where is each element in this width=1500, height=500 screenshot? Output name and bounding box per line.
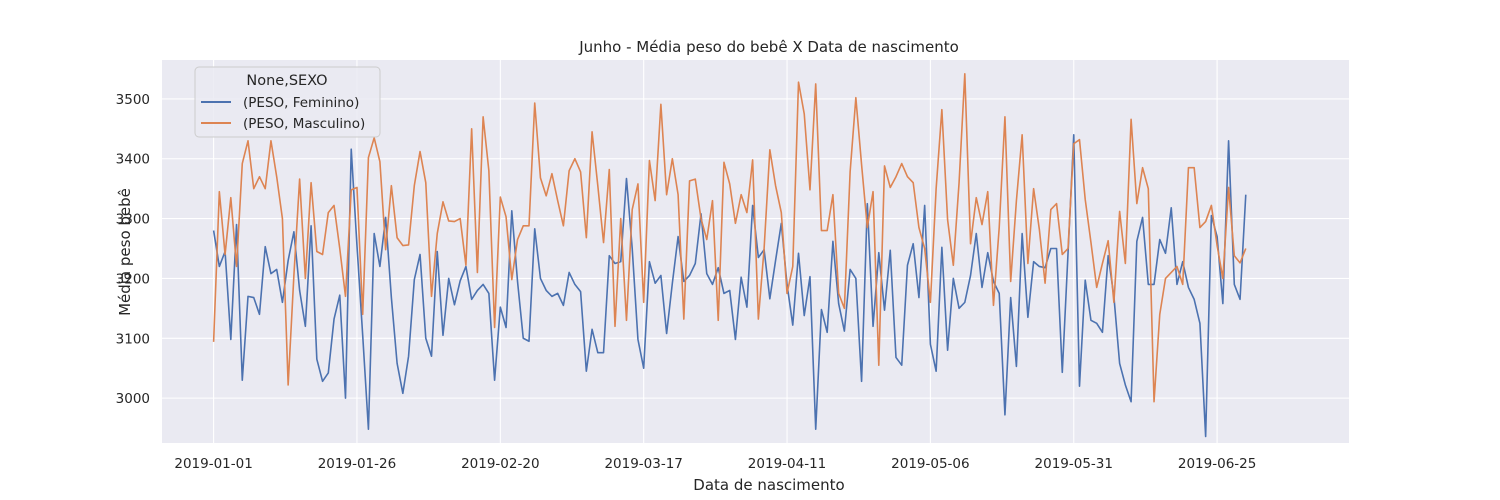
y-tick-label: 3400 (116, 152, 150, 168)
y-axis-ticks: 3000 3100 3200 3300 3400 3500 (116, 92, 150, 407)
x-axis-title: Data de nascimento (693, 476, 844, 494)
x-tick-label: 2019-05-31 (1035, 456, 1113, 472)
y-axis-title: Média peso bebê (116, 188, 134, 316)
x-axis-ticks: 2019-01-01 2019-01-26 2019-02-20 2019-03-17… (174, 456, 1256, 472)
legend: None,SEXO (PESO, Feminino) (PESO, Mascul… (194, 66, 381, 138)
series-layer (212, 72, 1247, 438)
y-tick-label: 3000 (116, 391, 150, 407)
x-tick-label: 2019-03-17 (604, 456, 682, 472)
y-tick-label: 3100 (116, 331, 150, 347)
x-tick-label: 2019-01-26 (318, 456, 396, 472)
legend-box (194, 66, 381, 138)
legend-label-feminino: (PESO, Feminino) (243, 95, 359, 111)
legend-label-masculino: (PESO, Masculino) (243, 116, 365, 132)
x-tick-label: 2019-06-25 (1178, 456, 1256, 472)
y-tick-label: 3300 (116, 212, 150, 228)
x-tick-label: 2019-05-06 (891, 456, 969, 472)
y-tick-label: 3200 (116, 271, 150, 287)
series-line-feminino (212, 134, 1247, 438)
y-tick-label: 3500 (116, 92, 150, 108)
legend-title: None,SEXO (246, 73, 327, 89)
x-tick-label: 2019-04-11 (748, 456, 826, 472)
x-tick-label: 2019-02-20 (461, 456, 539, 472)
chart-title: Junho - Média peso do bebê X Data de nas… (578, 38, 959, 56)
series-line-masculino (212, 72, 1247, 403)
x-tick-label: 2019-01-01 (174, 456, 252, 472)
